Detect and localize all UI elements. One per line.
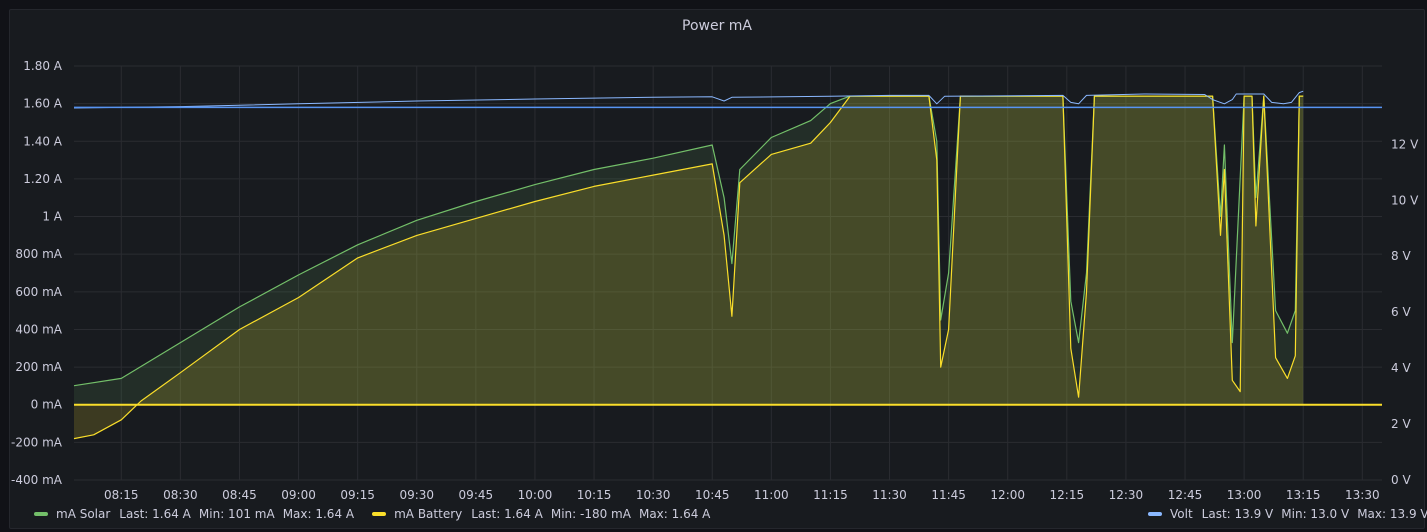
- y-left-tick-label: 200 mA: [15, 360, 62, 374]
- y-left-tick-label: -200 mA: [11, 435, 63, 449]
- legend-name-solar: mA Solar: [56, 507, 111, 521]
- legend-swatch-volt: [1148, 512, 1162, 516]
- series-line-battery[interactable]: [73, 95, 1304, 440]
- y-left-tick-label: 800 mA: [15, 247, 62, 261]
- x-tick-label: 12:15: [1050, 488, 1085, 502]
- x-tick-label: 09:45: [459, 488, 494, 502]
- y-left-tick-label: 1.80 A: [23, 59, 63, 73]
- y-right-tick-label: 2 V: [1391, 417, 1411, 431]
- legend-swatch-solar: [34, 512, 48, 516]
- legend-swatch-battery: [372, 512, 387, 516]
- y-right-tick-label: 10 V: [1391, 193, 1419, 207]
- x-tick-label: 13:00: [1227, 488, 1262, 502]
- legend-item-volt[interactable]: Volt Last: 13.9 V Min: 13.0 V Max: 13.9 …: [1148, 507, 1427, 521]
- x-tick-label: 12:45: [1168, 488, 1203, 502]
- y-left-tick-label: -400 mA: [11, 473, 63, 487]
- legend-item-battery[interactable]: mA Battery Last: 1.64 A Min: -180 mA Max…: [372, 507, 718, 521]
- series-line-volt[interactable]: [73, 90, 1304, 109]
- x-tick-label: 09:30: [399, 488, 434, 502]
- legend-last-battery: Last: 1.64 A: [471, 507, 543, 521]
- series-layer: [73, 90, 1382, 440]
- y-left-tick-label: 1 A: [42, 210, 62, 224]
- x-tick-label: 09:15: [340, 488, 375, 502]
- x-tick-label: 13:30: [1345, 488, 1380, 502]
- y-left-tick-label: 0 mA: [31, 398, 63, 412]
- y-left-tick-label: 1.20 A: [23, 172, 63, 186]
- legend-last-solar: Last: 1.64 A: [119, 507, 191, 521]
- panel-title[interactable]: Power mA: [682, 18, 752, 34]
- x-tick-label: 12:30: [1109, 488, 1144, 502]
- legend-min-volt: Min: 13.0 V: [1281, 507, 1350, 521]
- legend-name-volt: Volt: [1170, 507, 1193, 521]
- legend-min-solar: Min: 101 mA: [198, 507, 275, 521]
- x-tick-label: 09:00: [281, 488, 316, 502]
- grid: [74, 65, 1382, 481]
- legend-max-volt: Max: 13.9 V: [1357, 507, 1427, 521]
- legend-last-volt: Last: 13.9 V: [1201, 507, 1274, 521]
- x-tick-label: 08:15: [104, 488, 139, 502]
- x-tick-label: 12:00: [990, 488, 1025, 502]
- legend-item-solar[interactable]: mA Solar Last: 1.64 A Min: 101 mA Max: 1…: [34, 507, 362, 521]
- legend-min-battery: Min: -180 mA: [550, 507, 631, 521]
- x-tick-label: 11:30: [872, 488, 907, 502]
- x-tick-label: 11:00: [754, 488, 789, 502]
- x-tick-label: 10:15: [577, 488, 612, 502]
- legend-left: mA Solar Last: 1.64 A Min: 101 mA Max: 1…: [34, 507, 728, 521]
- x-tick-label: 08:45: [222, 488, 257, 502]
- series-area-solar: [74, 96, 1304, 405]
- legend-right: Volt Last: 13.9 V Min: 13.0 V Max: 13.9 …: [1148, 507, 1427, 521]
- y-right-tick-label: 12 V: [1391, 137, 1419, 151]
- y-axis-right: 0 V 2 V 4 V 6 V 8 V 10 V 12 V: [1391, 137, 1419, 487]
- y-right-tick-label: 6 V: [1391, 305, 1411, 319]
- x-tick-label: 10:30: [636, 488, 671, 502]
- x-tick-label: 11:15: [813, 488, 848, 502]
- x-tick-label: 10:00: [518, 488, 553, 502]
- x-tick-label: 11:45: [931, 488, 966, 502]
- y-left-tick-label: 1.40 A: [23, 134, 63, 148]
- series-area-battery: [74, 96, 1304, 439]
- legend-max-battery: Max: 1.64 A: [638, 507, 711, 521]
- legend-max-solar: Max: 1.64 A: [282, 507, 355, 521]
- y-right-tick-label: 0 V: [1391, 473, 1411, 487]
- x-tick-label: 10:45: [695, 488, 730, 502]
- y-left-tick-label: 600 mA: [15, 285, 62, 299]
- x-tick-label: 13:15: [1286, 488, 1321, 502]
- y-right-tick-label: 8 V: [1391, 249, 1411, 263]
- x-axis: 08:15 08:30 08:45 09:00 09:15 09:30 09:45 10:00…: [104, 488, 1380, 502]
- x-tick-label: 08:30: [163, 488, 198, 502]
- y-left-tick-label: 400 mA: [15, 322, 62, 336]
- y-right-tick-label: 4 V: [1391, 361, 1411, 375]
- legend-name-battery: mA Battery: [394, 507, 463, 521]
- y-left-tick-label: 1.60 A: [23, 97, 63, 111]
- y-axis-left: -400 mA -200 mA 0 mA 200 mA 400 mA 600 mA 800 …: [11, 59, 63, 487]
